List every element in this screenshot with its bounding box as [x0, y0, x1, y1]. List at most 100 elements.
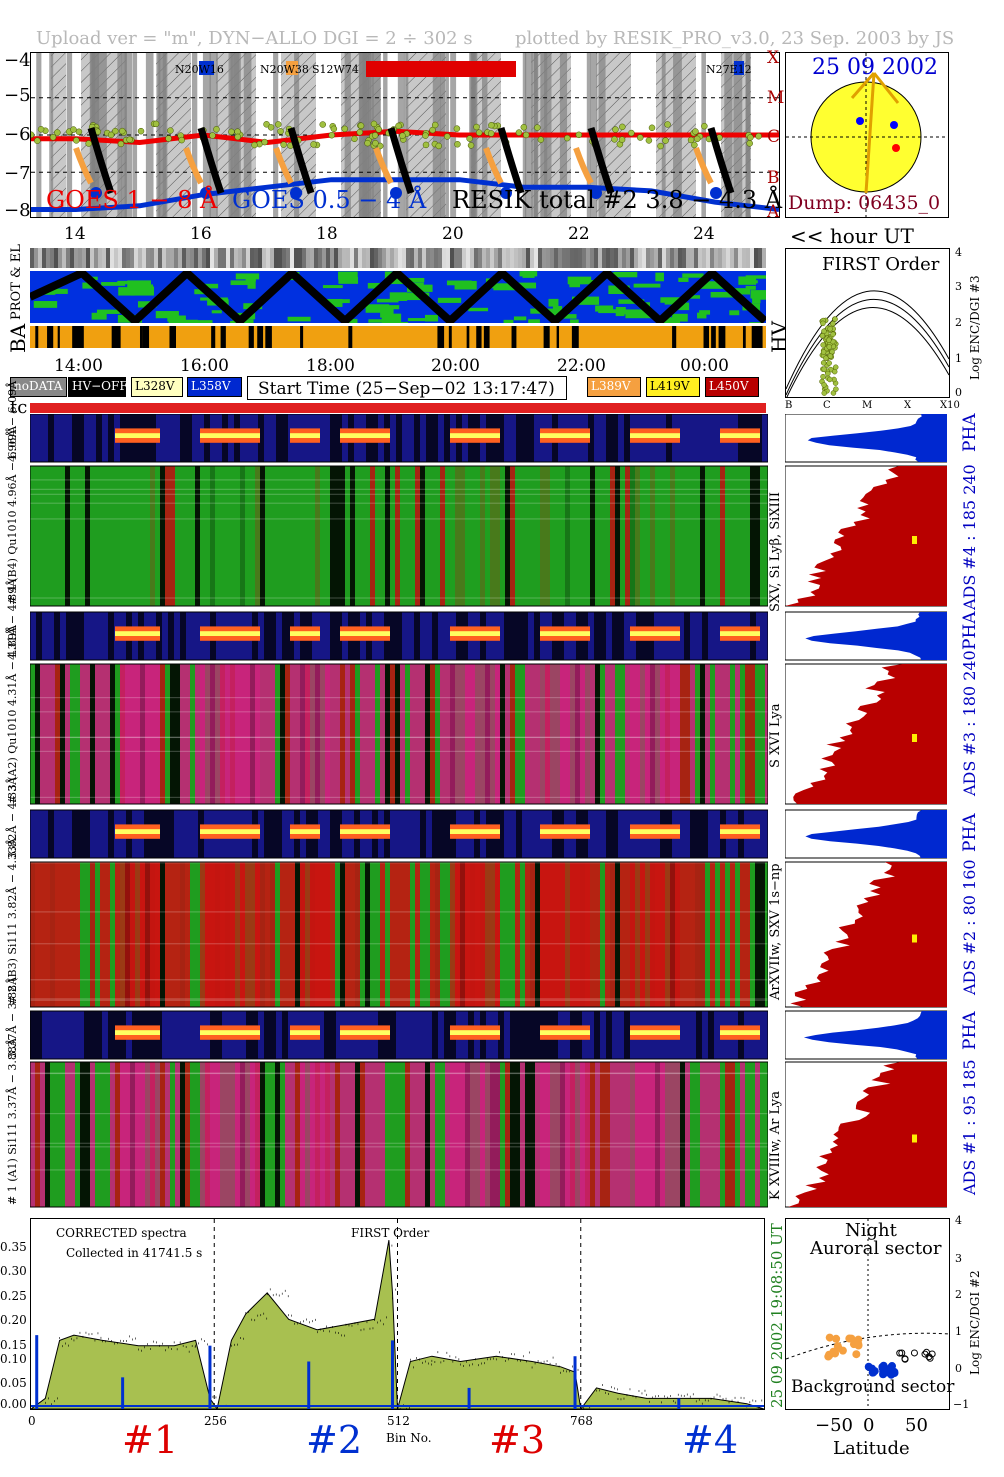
pha-column	[624, 810, 630, 858]
pha-column	[624, 414, 630, 462]
spectro-column	[265, 466, 270, 606]
pha-column	[78, 810, 84, 858]
spectro-column	[730, 466, 735, 606]
spectro-column	[175, 466, 180, 606]
spectro-column	[355, 1062, 360, 1207]
pha-peak	[450, 631, 500, 636]
ch1-line: K XVIIIw, Ar Lya	[768, 1091, 783, 1200]
goes-series-2	[31, 177, 779, 212]
pha-column	[606, 612, 612, 660]
hv-off-mark	[751, 326, 757, 348]
prot-noise	[468, 307, 489, 312]
aurora-point	[854, 1340, 863, 1349]
prot-noise	[698, 281, 725, 289]
pha-column	[270, 414, 276, 462]
spectro-column	[435, 1062, 440, 1207]
pha-column	[762, 414, 768, 462]
spectro-column	[390, 664, 395, 804]
spectro-column	[705, 862, 710, 1007]
attitude-cell	[658, 248, 662, 268]
resik-tail	[497, 127, 525, 195]
pha-column	[258, 414, 264, 462]
spectro-bright-band	[300, 862, 330, 1007]
spectro-line	[30, 737, 768, 739]
resik-point	[662, 137, 669, 144]
attitude-cell	[290, 248, 294, 268]
fo-xtick-4: X10	[940, 400, 960, 411]
spectro-column	[765, 664, 768, 804]
prot-el-strip	[30, 271, 766, 323]
resik-point	[422, 132, 429, 139]
prot-noise	[571, 296, 600, 305]
spectro-frame	[30, 809, 768, 859]
spectro-column	[610, 466, 615, 606]
attitude-cell	[594, 248, 598, 268]
prot-noise	[738, 276, 757, 285]
spectro-column	[405, 862, 410, 1007]
spectro-column	[500, 664, 505, 804]
pha-column	[180, 1011, 186, 1059]
attitude-cell	[30, 248, 34, 268]
pha-column	[276, 612, 282, 660]
time-tick-5: 00:00	[680, 356, 729, 376]
pha-column	[36, 612, 42, 660]
spectro-column	[410, 1062, 415, 1207]
pha-column	[432, 612, 438, 660]
spectro-column	[720, 466, 725, 606]
spectro-column	[55, 664, 60, 804]
pha-column	[684, 612, 690, 660]
spec-xtick-0: 0	[28, 1414, 36, 1428]
spectro-column	[755, 862, 760, 1007]
prot-noise	[133, 286, 155, 294]
resik-peak	[500, 187, 512, 199]
pha-column	[408, 414, 414, 462]
spectro-column	[185, 466, 190, 606]
attitude-cell	[718, 248, 722, 268]
spectro-column	[725, 862, 730, 1007]
hv-off-mark	[571, 326, 579, 348]
aurora-chart	[786, 1219, 949, 1409]
spectro-column	[510, 664, 515, 804]
spectro-column	[340, 862, 345, 1007]
attitude-cell	[454, 248, 458, 268]
pha-peak	[200, 433, 260, 438]
ads-marker	[912, 934, 917, 943]
pha-column	[330, 1011, 336, 1059]
spectro-column	[180, 1062, 185, 1207]
spectro-column	[610, 862, 615, 1007]
pha-column	[438, 414, 444, 462]
aurora-top1: Night	[845, 1220, 897, 1241]
spectro-column	[160, 862, 165, 1007]
attitude-cell	[322, 248, 326, 268]
transit-point	[896, 1349, 904, 1357]
spectro-column	[105, 466, 110, 606]
pha-column	[432, 1011, 438, 1059]
spectro-column	[170, 1062, 175, 1207]
resik-point	[395, 122, 402, 130]
pha-column	[90, 414, 96, 462]
spectro-column	[625, 862, 630, 1007]
spectro-column	[350, 466, 355, 606]
pha-peak	[115, 829, 160, 834]
spectro-column	[165, 1062, 170, 1207]
spectro-column	[695, 1062, 700, 1207]
pha-column	[594, 414, 600, 462]
pha-column	[420, 1011, 426, 1059]
pha-column	[588, 414, 594, 462]
attitude-cell	[574, 248, 578, 268]
pha-column	[426, 810, 432, 858]
pha-column	[432, 810, 438, 858]
fo-ytick-0: 4	[955, 246, 962, 259]
pha-column	[396, 414, 402, 462]
spectro-column	[60, 466, 65, 606]
spectro-column	[90, 862, 95, 1007]
spectro-column	[395, 664, 400, 804]
spectro-column	[505, 664, 510, 804]
spectro-column	[440, 862, 445, 1007]
attitude-cell	[462, 248, 466, 268]
spectro-column	[685, 466, 690, 606]
attitude-cell	[106, 248, 110, 268]
pha-column	[684, 810, 690, 858]
resik-peak	[290, 187, 302, 199]
spectro-column	[115, 466, 120, 606]
